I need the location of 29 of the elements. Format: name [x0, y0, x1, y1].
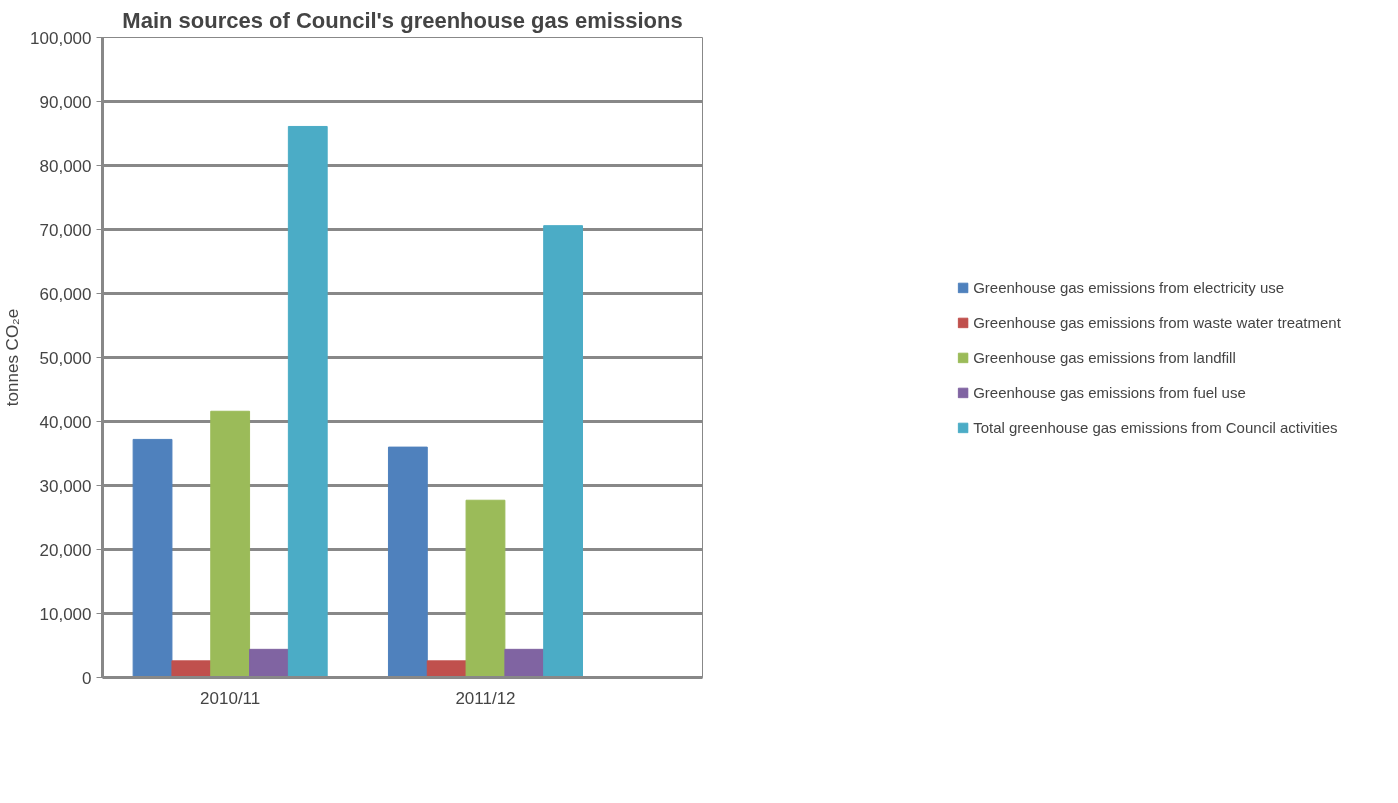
- y-axis-title: tonnes CO₂e: [3, 308, 23, 407]
- y-tick-label: 90,000: [39, 92, 92, 112]
- y-tick-label: 70,000: [39, 220, 92, 240]
- bar: [132, 438, 173, 678]
- x-tick-label: 2010/11: [200, 688, 261, 708]
- y-tick-label: 10,000: [39, 604, 92, 624]
- chart-title: Main sources of Council's greenhouse gas emissions: [122, 7, 683, 33]
- y-tick-label: 60,000: [39, 284, 92, 304]
- legend-label: Total greenhouse gas emissions from Council activities: [973, 418, 1338, 436]
- y-tick-label: 100,000: [30, 28, 92, 48]
- y-tick-label: 0: [82, 668, 92, 688]
- y-tick-label: 80,000: [39, 156, 92, 176]
- bar: [387, 446, 428, 678]
- y-tick-label: 50,000: [39, 348, 92, 368]
- bar: [287, 125, 328, 678]
- y-tick-label: 40,000: [39, 412, 92, 432]
- legend-label: Greenhouse gas emissions from fuel use: [973, 383, 1246, 401]
- bar: [543, 225, 583, 678]
- y-tick-label: 30,000: [39, 476, 92, 496]
- bar: [465, 499, 506, 678]
- bar: [210, 410, 251, 678]
- legend-label: Greenhouse gas emissions from waste water treatment: [973, 313, 1341, 331]
- bar: [249, 648, 289, 678]
- bar: [171, 660, 212, 678]
- y-tick-label: 20,000: [39, 540, 92, 560]
- legend-label: Greenhouse gas emissions from electricity use: [973, 278, 1285, 296]
- x-tick-label: 2011/12: [455, 688, 516, 708]
- legend-label: Greenhouse gas emissions from landfill: [973, 348, 1236, 366]
- bar: [504, 648, 545, 678]
